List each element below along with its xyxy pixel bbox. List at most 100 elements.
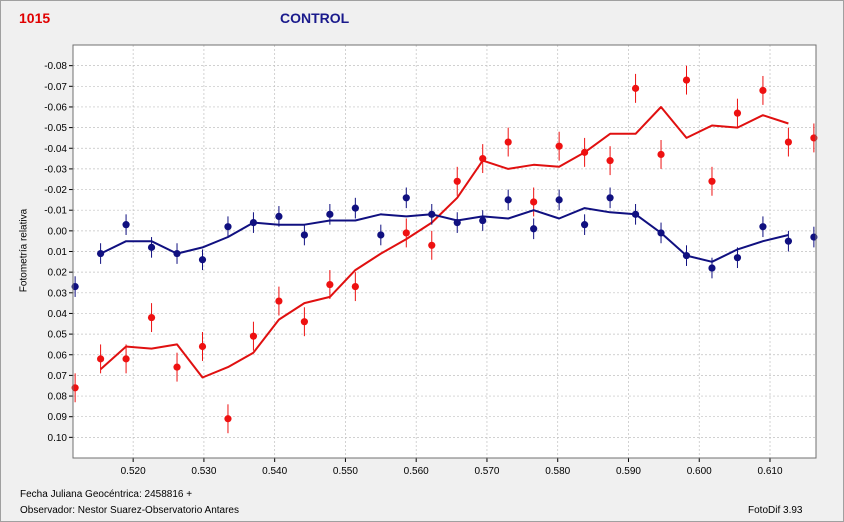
blue-series-point	[224, 223, 232, 231]
blue-series-point	[504, 196, 512, 204]
blue-series-point	[249, 218, 258, 227]
red-series-point	[708, 177, 716, 185]
blue-series-point	[198, 256, 207, 264]
y-tick-label: 0.06	[48, 350, 68, 361]
blue-series-point	[453, 218, 461, 227]
blue-series-point	[581, 221, 589, 229]
red-series-point	[402, 229, 410, 237]
red-series-point	[759, 86, 767, 95]
red-series-point	[173, 363, 181, 371]
x-tick-label: 0.570	[474, 466, 499, 477]
red-series-point	[428, 241, 436, 249]
red-series-point	[479, 154, 487, 163]
red-series-fit-line	[99, 106, 789, 379]
blue-series	[71, 187, 818, 297]
observer-label: Observador: Nestor Suarez-Observatorio A…	[20, 505, 239, 516]
y-ticks: -0.08 -0.07 -0.06 -0.05 -0.04 -0.03 -0.02 -0.01…	[44, 61, 73, 444]
blue-series-point	[631, 210, 640, 218]
grid	[73, 45, 816, 458]
red-series-point	[300, 318, 308, 326]
blue-series-point	[759, 223, 767, 231]
blue-series-point	[275, 212, 283, 220]
y-tick-label: 0.04	[48, 309, 68, 320]
y-tick-label: 0.07	[48, 371, 68, 382]
x-tick-label: 0.530	[191, 466, 216, 477]
red-series-point	[581, 148, 589, 156]
red-series-point	[224, 415, 232, 423]
blue-series-point	[479, 216, 487, 225]
blue-series-point	[377, 231, 385, 239]
blue-series-point	[708, 264, 716, 272]
blue-series-point	[122, 221, 130, 229]
red-series-point	[784, 138, 793, 146]
y-tick-label: -0.06	[44, 102, 67, 113]
red-series-point	[96, 355, 105, 363]
y-tick-label: 0.03	[48, 288, 68, 299]
blue-series-point	[530, 225, 538, 233]
red-series-point	[682, 76, 691, 84]
red-series	[71, 65, 818, 434]
red-series-point	[198, 342, 207, 351]
y-tick-label: 0.02	[48, 268, 68, 279]
blue-series-point	[326, 210, 334, 218]
y-tick-label: -0.03	[44, 164, 67, 175]
x-tick-label: 0.610	[757, 466, 782, 477]
y-tick-label: 0.08	[48, 392, 68, 403]
y-tick-label: 0.05	[48, 330, 68, 341]
blue-series-point	[300, 231, 308, 239]
red-series-point	[555, 142, 563, 150]
blue-series-point	[606, 194, 614, 202]
blue-series-point	[657, 229, 665, 237]
red-series-point	[631, 84, 640, 92]
plot-background	[73, 45, 816, 458]
x-tick-label: 0.600	[687, 466, 712, 477]
x-tick-label: 0.590	[616, 466, 641, 477]
red-series-point	[504, 138, 512, 146]
blue-series-point	[402, 194, 410, 202]
x-tick-label: 0.540	[262, 466, 287, 477]
x-tick-label: 0.520	[121, 466, 146, 477]
blue-series-point	[682, 252, 691, 260]
red-series-point	[326, 280, 334, 289]
x-ticks: 0.520 0.530 0.540 0.550 0.560 0.570 0.580 0.590…	[121, 458, 783, 477]
blue-series-point	[733, 254, 742, 262]
blue-series-point	[784, 237, 793, 245]
y-tick-label: -0.02	[44, 185, 67, 196]
red-series-point	[530, 198, 538, 206]
y-tick-label: -0.08	[44, 61, 67, 72]
y-tick-label: 0.01	[48, 247, 68, 258]
y-tick-label: -0.01	[44, 206, 67, 217]
red-series-point	[351, 283, 359, 291]
red-series-point	[147, 313, 156, 322]
red-series-point	[275, 297, 283, 305]
blue-series-point	[351, 204, 359, 212]
blue-series-fit-line	[100, 207, 789, 263]
blue-series-point	[96, 249, 105, 258]
y-tick-label: 0.10	[48, 433, 68, 444]
red-series-point	[122, 355, 130, 363]
plot-border	[72, 44, 817, 459]
red-series-point	[733, 109, 742, 117]
software-version: FotoDif 3.93	[748, 505, 803, 516]
blue-series-point	[173, 249, 181, 258]
red-series-point	[249, 332, 258, 340]
red-series-point	[657, 150, 665, 159]
x-tick-label: 0.560	[404, 466, 429, 477]
red-series-point	[453, 177, 461, 185]
y-tick-label: -0.07	[44, 82, 67, 93]
series-layer	[71, 65, 818, 434]
star-id: 1015	[19, 10, 51, 26]
y-tick-label: 0.09	[48, 412, 68, 423]
x-tick-label: 0.550	[333, 466, 358, 477]
red-series-point	[606, 157, 614, 165]
blue-series-point	[428, 210, 436, 218]
julian-date-label: Fecha Juliana Geocéntrica: 2458816 +	[20, 489, 193, 500]
x-tick-label: 0.580	[545, 466, 570, 477]
chart-title: CONTROL	[280, 10, 350, 26]
blue-series-point	[147, 243, 156, 251]
y-tick-label: -0.05	[44, 123, 67, 134]
y-tick-label: 0.00	[48, 226, 68, 237]
blue-series-point	[555, 196, 563, 204]
y-tick-label: -0.04	[44, 144, 67, 155]
